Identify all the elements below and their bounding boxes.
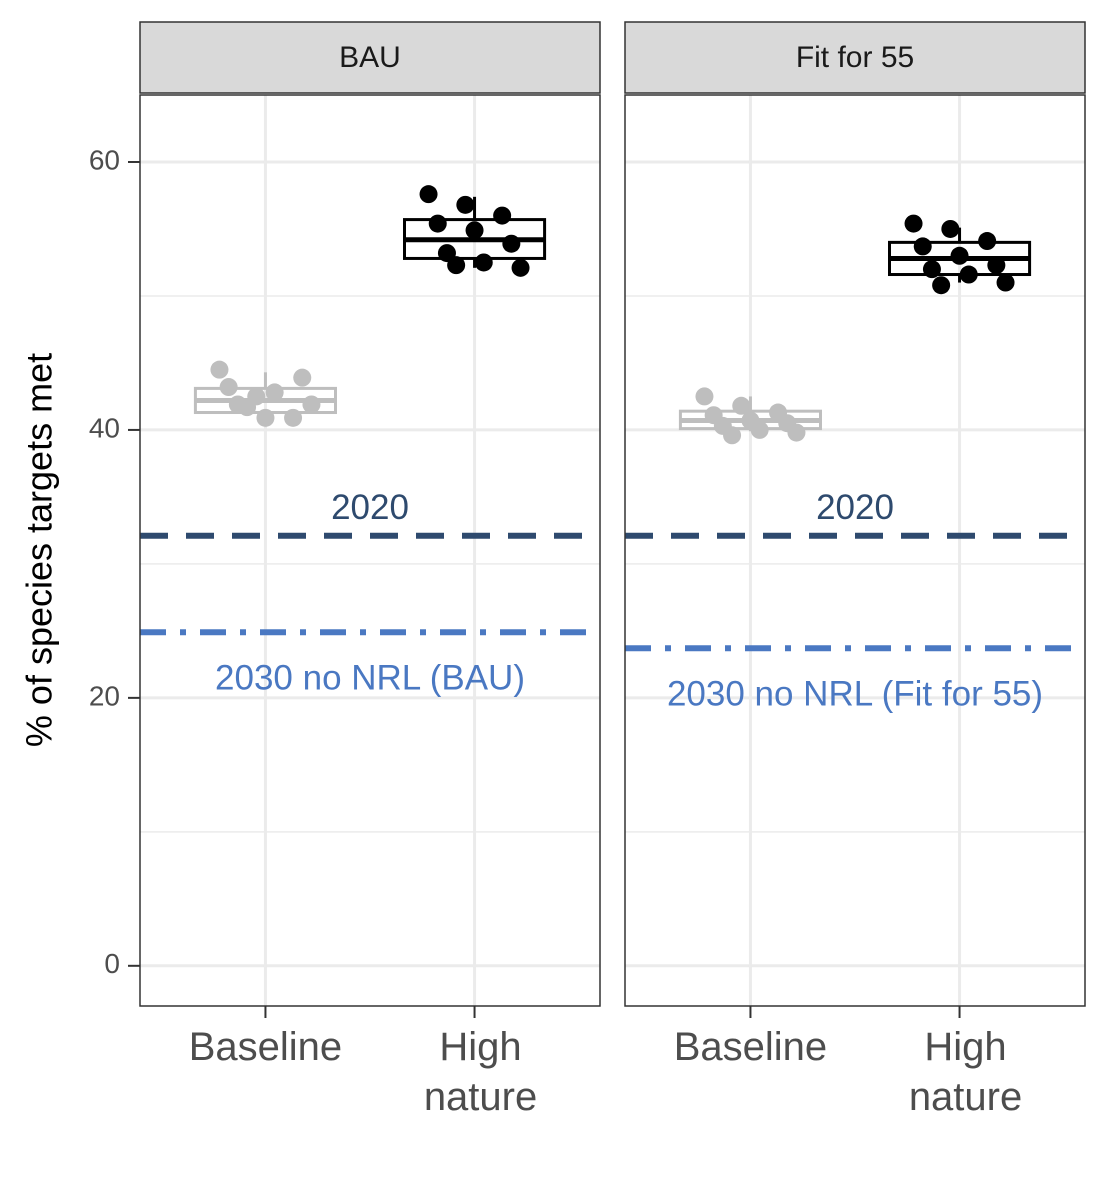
point: [502, 234, 521, 253]
facet-title: BAU: [339, 41, 401, 74]
y-tick-label: 40: [89, 412, 120, 443]
point: [950, 246, 969, 265]
point: [256, 408, 275, 427]
point: [750, 420, 769, 439]
reference-label: 2020: [816, 488, 894, 527]
point: [302, 395, 321, 414]
x-tick-label: High nature: [908, 1025, 1023, 1119]
point: [419, 185, 438, 204]
point: [941, 219, 960, 238]
reference-label: 2030 no NRL (BAU): [215, 658, 525, 697]
reference-label: 2030 no NRL (Fit for 55): [667, 675, 1043, 714]
point: [265, 383, 284, 402]
point: [511, 258, 530, 277]
point: [428, 214, 447, 233]
point: [904, 214, 923, 233]
y-axis-title: % of species targets met: [19, 353, 60, 747]
point: [493, 206, 512, 225]
point: [932, 276, 951, 295]
point: [732, 396, 751, 415]
point: [978, 232, 997, 251]
panel-border: [139, 94, 601, 1007]
point: [238, 398, 257, 417]
facet-strip: [139, 21, 601, 94]
reference-label: 2020: [331, 488, 409, 527]
point: [456, 195, 475, 214]
point: [293, 368, 312, 387]
x-tick-label: High nature: [423, 1025, 538, 1119]
point: [447, 256, 466, 275]
facet-title: Fit for 55: [796, 41, 914, 74]
y-tick-label: 0: [104, 948, 120, 979]
point: [996, 273, 1015, 292]
point: [913, 237, 932, 256]
point: [219, 378, 238, 397]
point: [922, 260, 941, 279]
x-tick-label: Baseline: [673, 1025, 828, 1069]
y-tick-label: 60: [89, 144, 120, 175]
x-tick-label: Baseline: [188, 1025, 343, 1069]
point: [987, 256, 1006, 275]
point: [959, 265, 978, 284]
point: [210, 360, 229, 379]
point: [787, 423, 806, 442]
point: [723, 426, 742, 445]
point: [474, 253, 493, 272]
point: [465, 221, 484, 240]
facet-strip: [624, 21, 1086, 94]
point: [695, 387, 714, 406]
point: [284, 408, 303, 427]
panel-border: [624, 94, 1086, 1007]
y-tick-label: 20: [89, 680, 120, 711]
